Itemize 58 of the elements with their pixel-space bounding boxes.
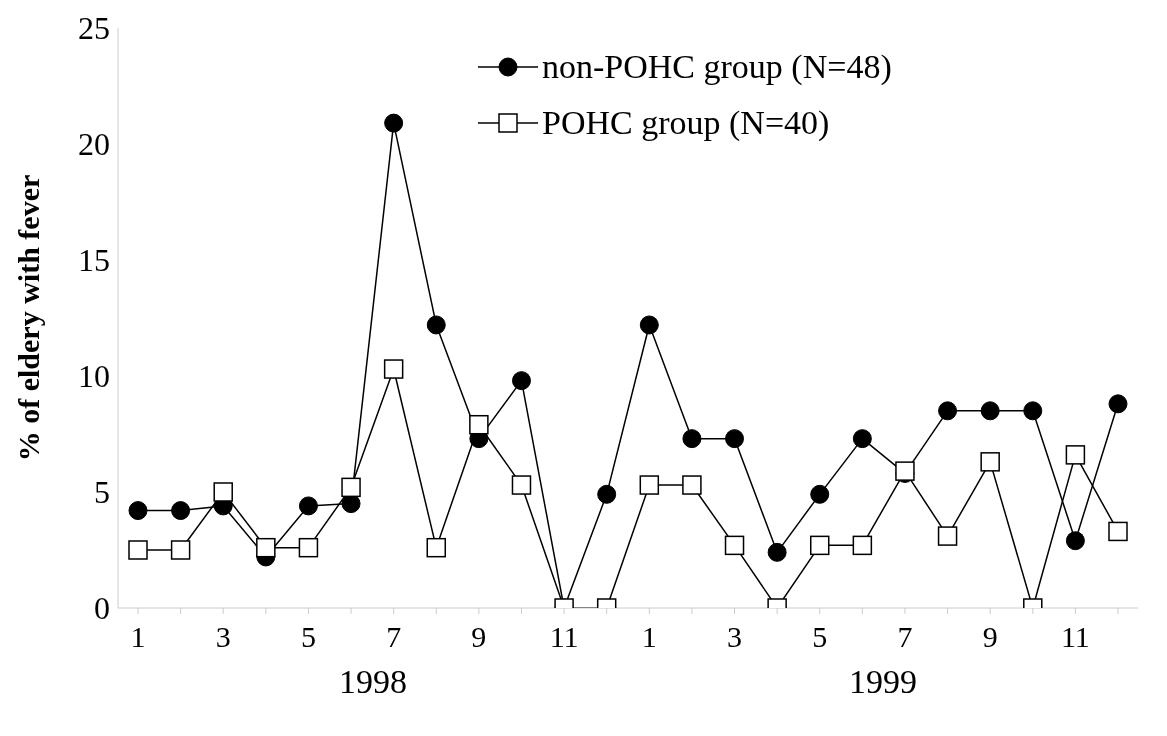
y-tick-label: 15: [78, 242, 110, 279]
x-tick-label: 7: [897, 620, 913, 654]
point: [256, 537, 276, 558]
x-tick-label: 3: [727, 620, 743, 654]
point: [1108, 394, 1128, 414]
y-tick-label: 10: [78, 358, 110, 395]
point: [298, 537, 319, 558]
point: [469, 414, 489, 435]
point: [511, 475, 532, 495]
x-tick-label: 9: [471, 620, 487, 654]
x-tick-label: 1: [130, 620, 146, 654]
x-tick-label: 5: [300, 620, 316, 654]
point: [682, 429, 702, 449]
y-tick-label: 0: [94, 590, 110, 627]
point: [213, 482, 233, 502]
point: [128, 501, 148, 521]
point: [1108, 521, 1128, 542]
point: [938, 401, 958, 421]
point: [937, 526, 958, 546]
point: [597, 484, 617, 504]
point: [384, 113, 404, 133]
point: [980, 401, 1000, 421]
y-tick-label: 20: [78, 126, 110, 163]
legend-label: non-POHC group (N=48): [542, 48, 892, 86]
point: [852, 429, 872, 449]
y-tick-label: 5: [94, 474, 110, 511]
point: [810, 484, 830, 504]
point: [298, 496, 318, 516]
point: [341, 494, 361, 514]
x-tick-label: 3: [215, 620, 231, 654]
x-tick-label: 7: [386, 620, 402, 654]
text: 1999: [848, 663, 918, 701]
point: [1065, 531, 1085, 551]
point: [852, 535, 873, 556]
point: [767, 542, 787, 562]
point: [809, 535, 830, 556]
point: [725, 429, 745, 449]
x-tick-label: 9: [982, 620, 998, 654]
point: [383, 359, 404, 379]
point: [426, 537, 447, 558]
text: 1998: [338, 663, 408, 701]
x-tick-label: 5: [812, 620, 828, 654]
point: [170, 540, 191, 560]
x-tick-label: 11: [1060, 620, 1090, 654]
y-axis-title: % of eldery with fever: [11, 174, 45, 462]
x-tick-label: 1: [641, 620, 657, 654]
point: [511, 371, 531, 391]
point: [639, 475, 660, 495]
x-tick-label: 11: [549, 620, 579, 654]
point: [724, 535, 745, 556]
point: [341, 477, 361, 498]
y-tick-label: 25: [78, 10, 110, 47]
point: [639, 315, 659, 335]
point: [1023, 401, 1043, 421]
point: [1065, 445, 1086, 465]
point: [426, 315, 446, 335]
legend-label: POHC group (N=40): [542, 104, 830, 142]
point: [171, 501, 191, 521]
